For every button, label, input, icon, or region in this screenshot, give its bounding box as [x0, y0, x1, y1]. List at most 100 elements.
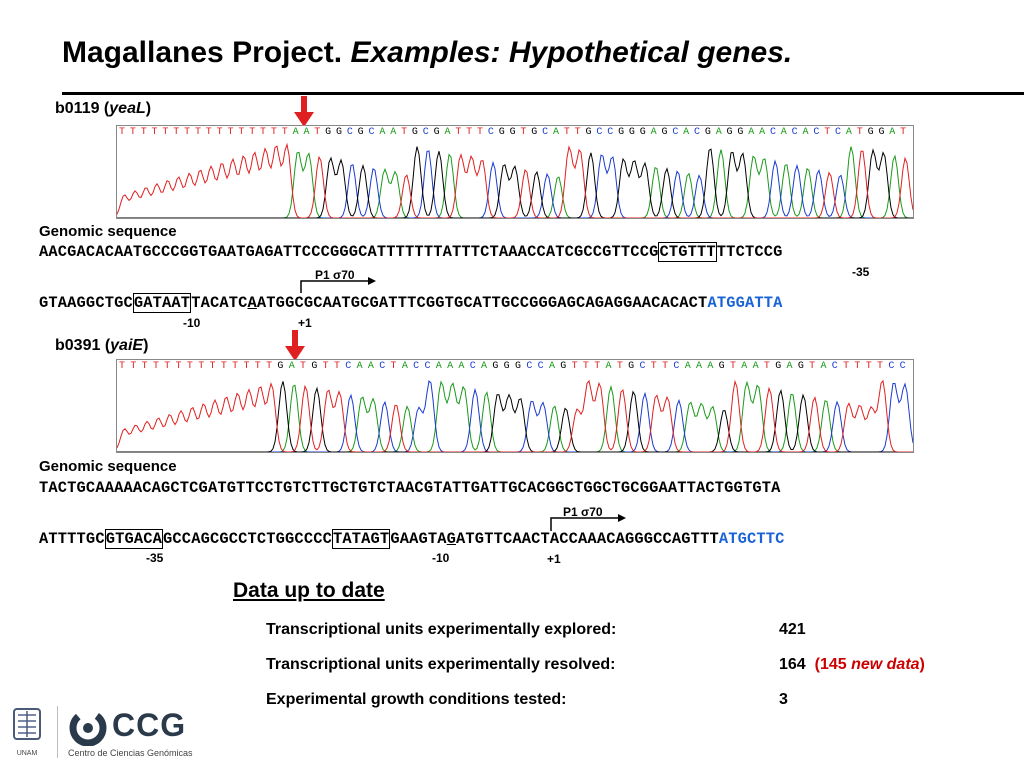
gene1-tss-base: A: [247, 294, 257, 312]
base-call: A: [356, 361, 363, 372]
base-call: G: [325, 127, 332, 138]
base-call: T: [455, 127, 462, 138]
base-call: C: [835, 127, 842, 138]
base-call: A: [444, 127, 451, 138]
base-call: C: [368, 127, 375, 138]
base-call: T: [129, 127, 136, 138]
base-call: G: [797, 361, 804, 372]
base-call: G: [560, 361, 567, 372]
base-call: A: [435, 361, 442, 372]
base-call: T: [194, 127, 201, 138]
base-call: C: [888, 361, 895, 372]
trace-a: [117, 146, 913, 218]
stat-value-resolved-number: 164: [779, 656, 806, 673]
gene2-line2-b: GCCAGCGCCTCTGGCCCC: [163, 530, 332, 548]
base-call: T: [141, 361, 148, 372]
base-call: A: [786, 361, 793, 372]
unam-text: UNAM: [16, 750, 38, 757]
base-call: A: [303, 127, 310, 138]
note-new-data: new data: [851, 656, 920, 673]
base-call: T: [854, 361, 861, 372]
base-call: A: [458, 361, 465, 372]
base-call: C: [542, 127, 549, 138]
base-call: C: [639, 361, 646, 372]
gene2-line2-d: ATGTTCAACTACCAAACAGGGCCAGTTT: [456, 530, 719, 548]
gene2-id: b0391 (: [55, 337, 111, 354]
gene2-promoter-label: P1 σ70: [563, 505, 603, 519]
gene2-start-codon: ATGCTTC: [718, 530, 785, 548]
base-call: T: [594, 361, 601, 372]
base-call: A: [752, 361, 759, 372]
genomic-sequence-label-1: Genomic sequence: [39, 223, 177, 240]
gene1-start-codon: ATGGATTA: [707, 294, 783, 312]
stat-label-explored: Transcriptional units experimentally exp…: [266, 621, 617, 638]
base-call: G: [867, 127, 874, 138]
gene1-line2-a: GTAAGGCTGC: [39, 294, 133, 312]
gene2-minus35-box: GTGACA: [104, 529, 164, 549]
base-call: C: [899, 361, 906, 372]
chromatogram-2-traces: [117, 379, 913, 452]
base-call: C: [469, 361, 476, 372]
base-call: T: [216, 127, 223, 138]
base-call: G: [726, 127, 733, 138]
base-call: G: [737, 127, 744, 138]
base-call: G: [433, 127, 440, 138]
trace-c: [117, 379, 913, 452]
gene1-line1-end: TTCTCCG: [716, 243, 783, 261]
base-call: T: [856, 127, 863, 138]
base-call: T: [152, 361, 159, 372]
stat-label-conditions: Experimental growth conditions tested:: [266, 691, 567, 708]
slide-title: Magallanes Project. Examples: Hypothetic…: [62, 36, 792, 70]
base-call: T: [824, 127, 831, 138]
base-call: T: [243, 361, 250, 372]
base-call: G: [704, 127, 711, 138]
base-call: G: [775, 361, 782, 372]
base-call: C: [413, 361, 420, 372]
base-call: A: [845, 127, 852, 138]
gene2-line2-a: ATTTTGC: [39, 530, 105, 548]
base-call: A: [447, 361, 454, 372]
base-call: C: [791, 127, 798, 138]
note-close: ): [919, 656, 925, 673]
base-call: T: [186, 361, 193, 372]
base-call: T: [314, 127, 321, 138]
base-call: T: [249, 127, 256, 138]
base-call: G: [618, 127, 625, 138]
stat-value-explored: 421: [779, 621, 806, 638]
base-call: A: [548, 361, 555, 372]
down-arrow-icon: [294, 96, 314, 127]
base-call: T: [877, 361, 884, 372]
base-call: G: [357, 127, 364, 138]
unam-seal-icon: [13, 708, 41, 740]
base-call: T: [184, 127, 191, 138]
base-call: T: [164, 361, 171, 372]
base-call: T: [220, 361, 227, 372]
base-call: T: [238, 127, 245, 138]
base-call: A: [741, 361, 748, 372]
gene2-minus10-label: -10: [432, 551, 450, 565]
base-call: T: [729, 361, 736, 372]
base-call: T: [209, 361, 216, 372]
base-call: C: [346, 127, 353, 138]
gene2-label: b0391 (yaiE): [55, 337, 148, 355]
base-call: T: [333, 361, 340, 372]
base-call: C: [537, 361, 544, 372]
base-call: G: [277, 361, 284, 372]
base-call: T: [198, 361, 205, 372]
down-arrow-icon: [285, 330, 305, 361]
base-call: G: [509, 127, 516, 138]
logo-divider: [57, 706, 58, 758]
gene2-tss-base: G: [446, 530, 457, 548]
base-call: T: [763, 361, 770, 372]
chromatogram-1-traces: [117, 142, 913, 218]
base-call: T: [130, 361, 137, 372]
gene2-minus10-box: TATAGT: [331, 529, 391, 549]
base-call: T: [300, 361, 307, 372]
gene1-name: yeaL: [109, 100, 146, 117]
base-call: C: [673, 361, 680, 372]
base-call: C: [694, 127, 701, 138]
base-call: A: [481, 361, 488, 372]
base-call: G: [411, 127, 418, 138]
gene1-line2-c: ATGGCGCAATGCGATTTCGGTGCATTGCCGGGAGCAGAGG…: [256, 294, 708, 312]
